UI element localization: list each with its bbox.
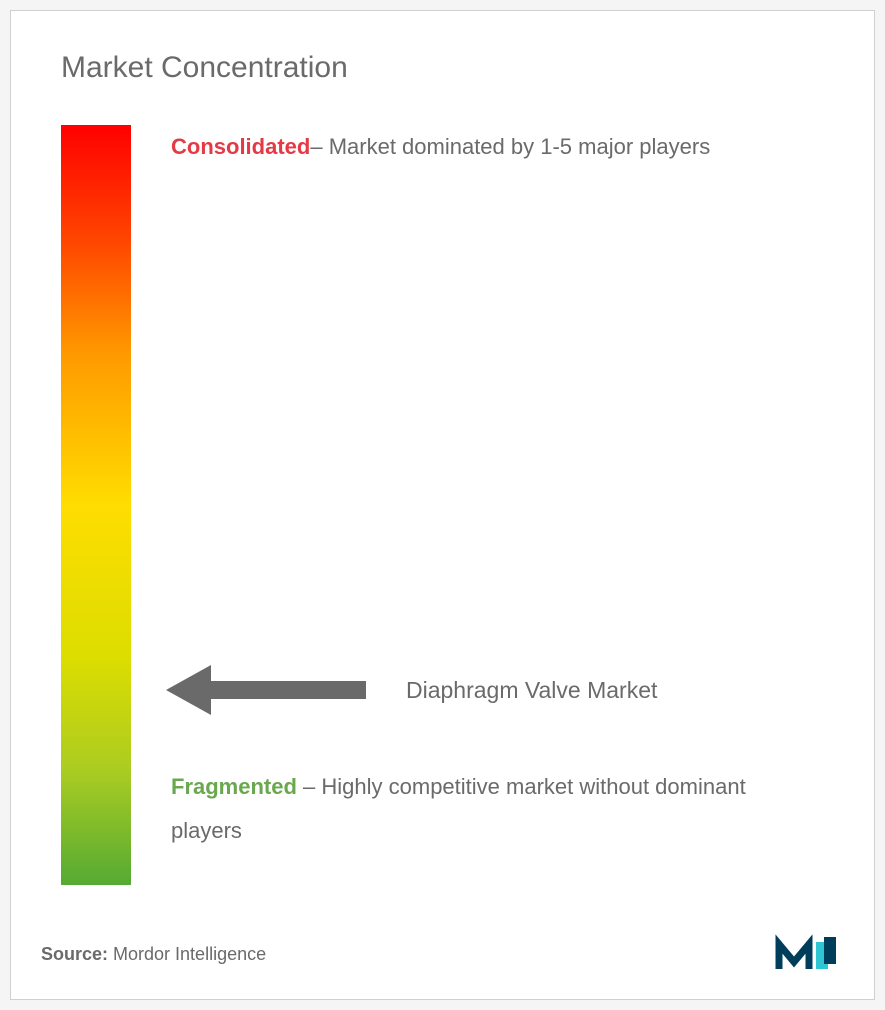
content-area: Consolidated– Market dominated by 1-5 ma… xyxy=(61,125,824,905)
consolidated-term: Consolidated xyxy=(171,134,310,159)
arrow-icon xyxy=(166,675,366,705)
arrow-line xyxy=(206,681,366,699)
market-name-label: Diaphragm Valve Market xyxy=(406,677,657,704)
source-label: Source: xyxy=(41,944,108,964)
footer: Source: Mordor Intelligence xyxy=(41,934,844,974)
consolidated-description: – Market dominated by 1-5 major players xyxy=(310,134,710,159)
source-citation: Source: Mordor Intelligence xyxy=(41,944,266,965)
source-value: Mordor Intelligence xyxy=(108,944,266,964)
market-indicator: Diaphragm Valve Market xyxy=(166,675,657,705)
fragmented-term: Fragmented xyxy=(171,774,297,799)
consolidated-label-block: Consolidated– Market dominated by 1-5 ma… xyxy=(171,125,804,169)
fragmented-label-block: Fragmented – Highly competitive market w… xyxy=(171,765,804,853)
page-title: Market Concentration xyxy=(61,51,824,85)
mordor-logo-icon xyxy=(774,934,844,974)
arrow-head xyxy=(166,665,211,715)
concentration-gradient-bar xyxy=(61,125,131,885)
infographic-container: Market Concentration Consolidated– Marke… xyxy=(10,10,875,1000)
